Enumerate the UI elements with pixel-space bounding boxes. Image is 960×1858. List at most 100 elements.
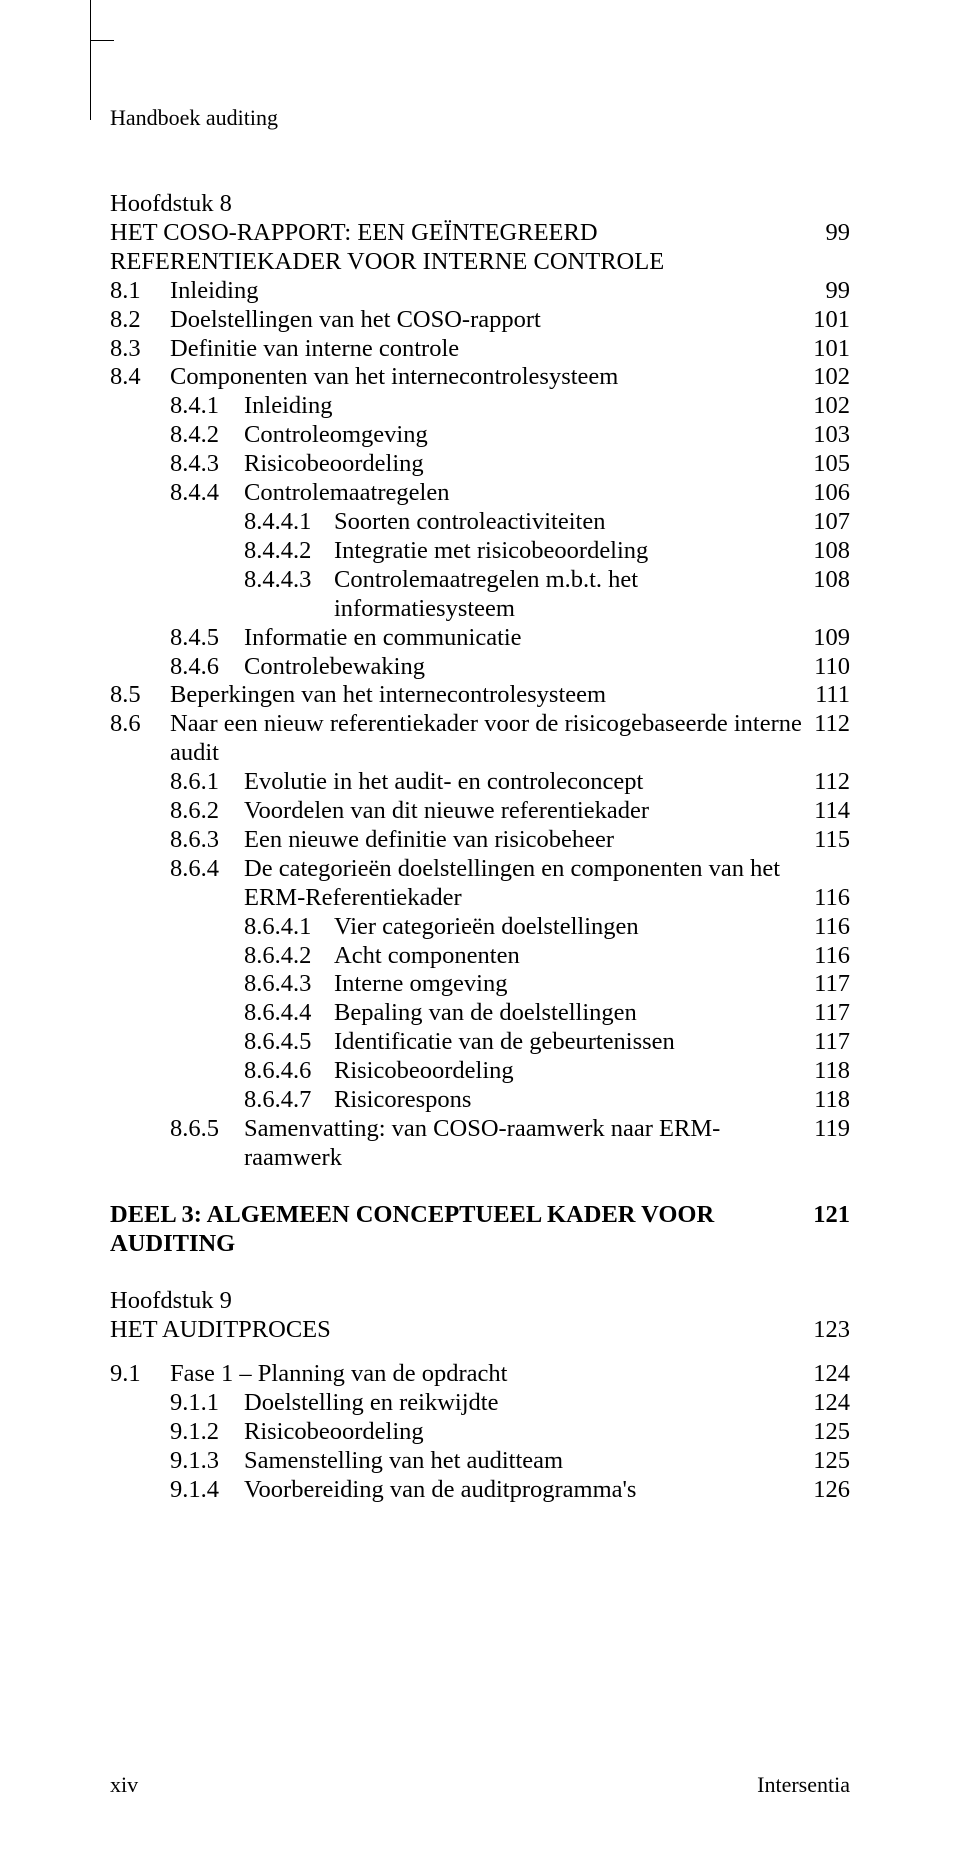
- page-number: 115: [804, 826, 850, 855]
- page-number: 125: [804, 1447, 850, 1476]
- toc-entry: 8.6.4.4Bepaling van de doelstellingen117: [244, 999, 850, 1028]
- section-title: Evolutie in het audit- en controleconcep…: [244, 768, 804, 797]
- section-title: Interne omgeving: [334, 970, 804, 999]
- toc-entry: 8.6.4.7Risicorespons118: [244, 1086, 850, 1115]
- section-number: 8.6.4.6: [244, 1057, 334, 1086]
- part-3-heading: DEEL 3: ALGEMEEN CONCEPTUEEL KADER VOOR …: [110, 1201, 850, 1259]
- toc-entry: 9.1.3Samenstelling van het auditteam125: [170, 1447, 850, 1476]
- page-number: 123: [804, 1316, 850, 1345]
- section-number: 8.2: [110, 306, 170, 335]
- toc-entry: 8.3Definitie van interne controle101: [110, 335, 850, 364]
- toc-entry: 9.1.2Risicobeoordeling125: [170, 1418, 850, 1447]
- toc-entry: 8.4.6Controlebewaking110: [170, 653, 850, 682]
- toc-entry-8.6.4-line1: 8.6.4 De categorieën doelstellingen en c…: [170, 855, 850, 884]
- section-number: 9.1.2: [170, 1418, 244, 1447]
- section-number: 8.6.5: [170, 1115, 244, 1144]
- document-page: Handboek auditing Hoofdstuk 8 HET COSO-R…: [0, 0, 960, 1858]
- section-number: 8.6.4.3: [244, 970, 334, 999]
- section-title: Soorten controleactiviteiten: [334, 508, 804, 537]
- page-number: 102: [804, 363, 850, 392]
- section-number: 8.4.3: [170, 450, 244, 479]
- section-title: Controlemaatregelen m.b.t. het informati…: [334, 566, 804, 624]
- toc-entry: 8.1Inleiding99: [110, 277, 850, 306]
- section-title: Doelstelling en reikwijdte: [244, 1389, 804, 1418]
- toc-entry: 8.4Componenten van het internecontrolesy…: [110, 363, 850, 392]
- section-title: Risicobeoordeling: [334, 1057, 804, 1086]
- page-number: 117: [804, 1028, 850, 1057]
- page-number: 109: [804, 624, 850, 653]
- toc-entry: 8.4.4.1Soorten controleactiviteiten107: [244, 508, 850, 537]
- page-number: 110: [804, 653, 850, 682]
- section-number: 8.6.4.7: [244, 1086, 334, 1115]
- section-number: 8.4.4.1: [244, 508, 334, 537]
- section-number: 8.6.4.4: [244, 999, 334, 1028]
- section-title: Doelstellingen van het COSO-rapport: [170, 306, 804, 335]
- section-number: 8.6.2: [170, 797, 244, 826]
- section-title: Samenvatting: van COSO-raamwerk naar ERM…: [244, 1115, 804, 1173]
- section-title: Controlemaatregelen: [244, 479, 804, 508]
- toc-entry: 8.4.3Risicobeoordeling105: [170, 450, 850, 479]
- section-number: 8.4.4: [170, 479, 244, 508]
- chapter-9-label: Hoofdstuk 9: [110, 1287, 850, 1316]
- page-number: 105: [804, 450, 850, 479]
- section-number: 9.1.3: [170, 1447, 244, 1476]
- toc-entry: 8.4.4.2Integratie met risicobeoordeling1…: [244, 537, 850, 566]
- page-number: 125: [804, 1418, 850, 1447]
- page-number: 111: [804, 681, 850, 710]
- section-title-cont: ERM-Referentiekader: [244, 884, 804, 913]
- section-title: Informatie en communicatie: [244, 624, 804, 653]
- section-title: Identificatie van de gebeurtenissen: [334, 1028, 804, 1057]
- section-number: 8.4.4.2: [244, 537, 334, 566]
- toc-entry: 8.4.4.3Controlemaatregelen m.b.t. het in…: [244, 566, 850, 624]
- section-title: Bepaling van de doelstellingen: [334, 999, 804, 1028]
- page-number: 118: [804, 1057, 850, 1086]
- footer-page-number: xiv: [110, 1772, 138, 1798]
- toc-entry-8.6.4-line2: ERM-Referentiekader 116: [244, 884, 850, 913]
- text: HET AUDITPROCES: [110, 1316, 804, 1345]
- section-number: 8.4: [110, 363, 170, 392]
- section-title: Naar een nieuw referentiekader voor de r…: [170, 710, 804, 768]
- toc-entry: 8.4.1Inleiding102: [170, 392, 850, 421]
- section-number: 8.6.4: [170, 855, 244, 884]
- section-title: Inleiding: [244, 392, 804, 421]
- page-number: 108: [804, 537, 850, 566]
- section-number: 8.6.4.5: [244, 1028, 334, 1057]
- footer-publisher: Intersentia: [757, 1772, 850, 1798]
- section-title: Samenstelling van het auditteam: [244, 1447, 804, 1476]
- page-number: 124: [804, 1389, 850, 1418]
- toc-body: Hoofdstuk 8 HET COSO-RAPPORT: EEN GEÏNTE…: [110, 190, 850, 1505]
- running-header: Handboek auditing: [110, 105, 278, 131]
- page-number: 116: [804, 884, 850, 913]
- section-number: 8.4.1: [170, 392, 244, 421]
- toc-entry: 8.6.3Een nieuwe definitie van risicobehe…: [170, 826, 850, 855]
- toc-entry: 8.6.4.2Acht componenten116: [244, 942, 850, 971]
- toc-entry: 8.2Doelstellingen van het COSO-rapport10…: [110, 306, 850, 335]
- toc-entry: 8.6.4.1Vier categorieën doelstellingen11…: [244, 913, 850, 942]
- section-number: 9.1.1: [170, 1389, 244, 1418]
- section-number: 8.6.4.1: [244, 913, 334, 942]
- section-title: Risicorespons: [334, 1086, 804, 1115]
- section-title: Acht componenten: [334, 942, 804, 971]
- section-title: Controlebewaking: [244, 653, 804, 682]
- header-rule-branch: [90, 40, 114, 41]
- page-number: 112: [804, 768, 850, 797]
- section-title: Risicobeoordeling: [244, 1418, 804, 1447]
- page-number: 102: [804, 392, 850, 421]
- section-number: 8.6.1: [170, 768, 244, 797]
- page-number: 126: [804, 1476, 850, 1505]
- chapter-8-title: HET COSO-RAPPORT: EEN GEÏNTEGREERD REFER…: [110, 219, 850, 277]
- chapter-8-label: Hoofdstuk 8: [110, 190, 850, 219]
- text: DEEL 3: ALGEMEEN CONCEPTUEEL KADER VOOR …: [110, 1201, 804, 1259]
- section-number: 8.6.4.2: [244, 942, 334, 971]
- page-footer: xiv Intersentia: [110, 1772, 850, 1798]
- toc-entry: 8.4.4Controlemaatregelen106: [170, 479, 850, 508]
- section-title: De categorieën doelstellingen en compone…: [244, 855, 850, 884]
- header-rule: [90, 0, 91, 120]
- section-number: 8.4.2: [170, 421, 244, 450]
- section-number: 8.4.4.3: [244, 566, 334, 595]
- toc-entry: 8.4.2Controleomgeving103: [170, 421, 850, 450]
- toc-entry: 8.6Naar een nieuw referentiekader voor d…: [110, 710, 850, 768]
- toc-entry: 8.6.1Evolutie in het audit- en controlec…: [170, 768, 850, 797]
- toc-entry: 8.5Beperkingen van het internecontrolesy…: [110, 681, 850, 710]
- page-number: 108: [804, 566, 850, 595]
